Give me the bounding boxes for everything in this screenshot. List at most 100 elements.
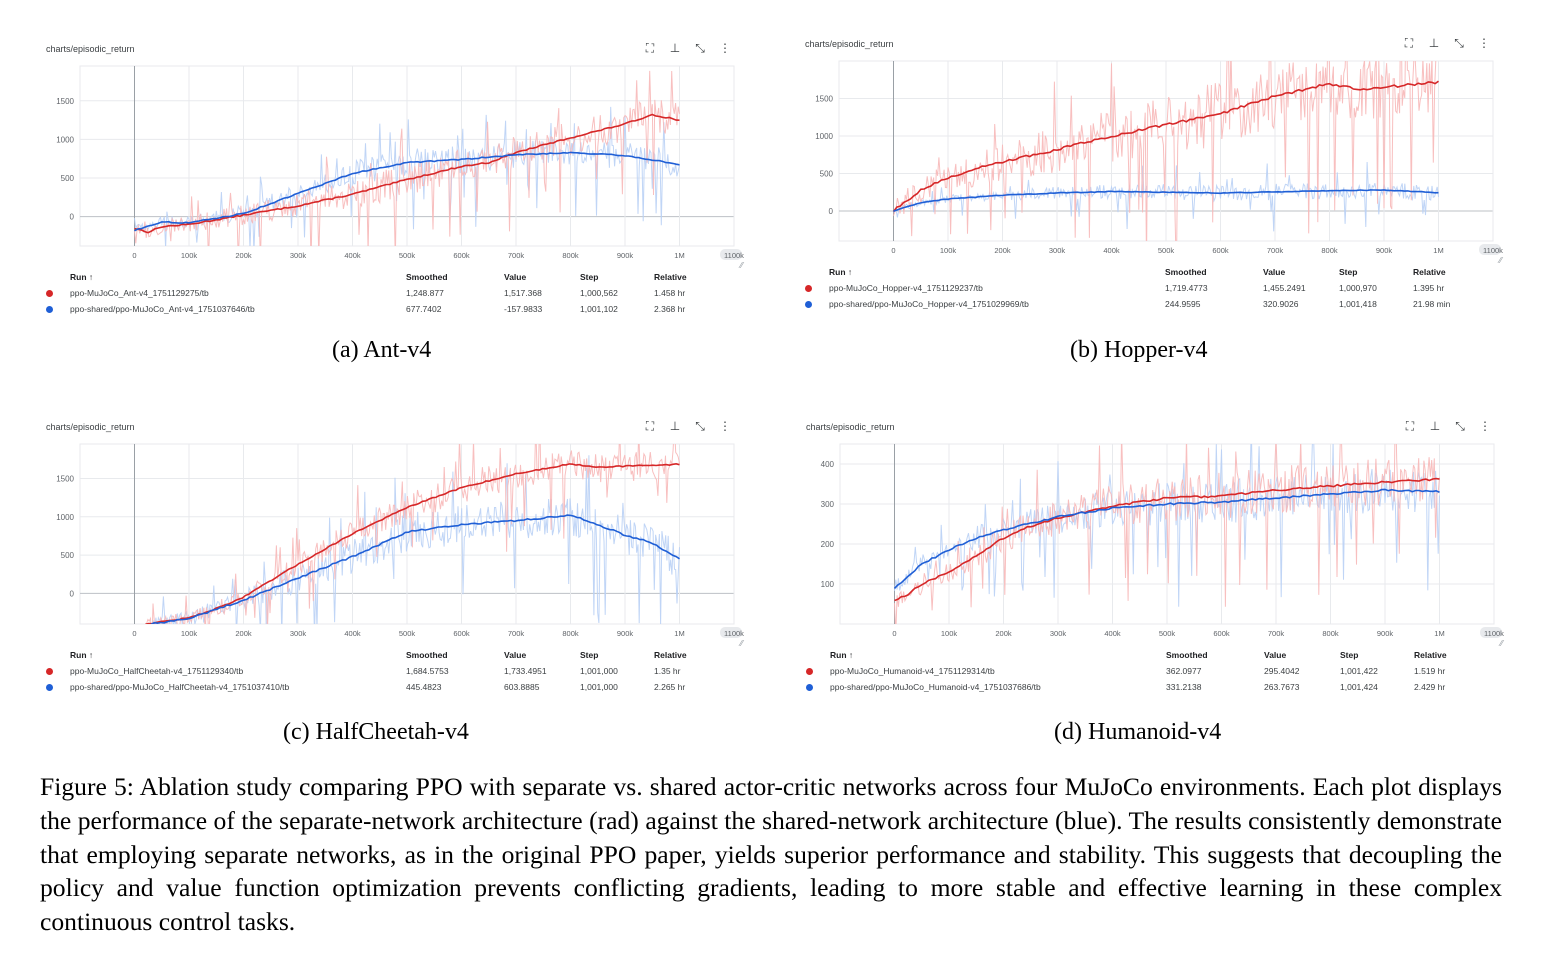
- x-tick-label: 600k: [1213, 629, 1230, 638]
- run-relative: 2.429 hr: [1414, 682, 1446, 692]
- pin-icon[interactable]: ⊥: [669, 419, 681, 433]
- chart-panel-ant: charts/episodic_return ⛶ ⊥ ⤡ ⋮ 0 500 1000 1500 0 1…: [46, 41, 766, 364]
- run-relative: 1.519 hr: [1414, 666, 1446, 676]
- x-tick-label: 1100k: [724, 629, 744, 638]
- column-header-run[interactable]: Run ↑: [829, 267, 853, 277]
- run-row[interactable]: ppo-MuJoCo_HalfCheetah-v4_1751129340/tb 1…: [46, 666, 746, 680]
- column-header-step: Step: [1339, 267, 1358, 277]
- run-relative: 21.98 min: [1413, 299, 1451, 309]
- x-tick-pill: [1480, 627, 1502, 638]
- run-row[interactable]: ppo-MuJoCo_Humanoid-v4_1751129314/tb 362.…: [806, 666, 1506, 680]
- y-tick-label: 500: [61, 551, 75, 560]
- more-vert-icon[interactable]: ⋮: [719, 41, 731, 55]
- column-header-step: Step: [1340, 650, 1359, 660]
- fullscreen-icon[interactable]: ⛶: [1405, 418, 1415, 433]
- collapse-icon[interactable]: ⤡: [695, 418, 705, 433]
- runs-table-header: Run ↑ Smoothed Value Step Relative: [806, 650, 1506, 664]
- smoothed-traces: [892, 80, 1439, 213]
- smoothed-traces: [134, 113, 680, 234]
- run-color-dot: [46, 668, 53, 675]
- smoothed-series-separate: [134, 113, 680, 234]
- x-tick-label: 700k: [508, 251, 525, 260]
- run-smoothed: 244.9595: [1165, 299, 1201, 309]
- column-header-relative: Relative: [1414, 650, 1447, 660]
- collapse-icon[interactable]: ⤡: [1455, 418, 1465, 433]
- resize-handle-icon[interactable]: ⁄⁄: [1497, 256, 1503, 265]
- y-tick-label: 200: [821, 540, 835, 549]
- run-color-dot: [805, 285, 812, 292]
- run-color-dot: [46, 306, 53, 313]
- run-row[interactable]: ppo-shared/ppo-MuJoCo_HalfCheetah-v4_175…: [46, 682, 746, 696]
- smoothed-traces: [893, 477, 1440, 602]
- run-name: ppo-shared/ppo-MuJoCo_Hopper-v4_17510299…: [829, 299, 1029, 309]
- x-tick-label: 700k: [1268, 629, 1285, 638]
- y-tick-label: 0: [70, 213, 75, 222]
- resize-handle-icon[interactable]: ⁄⁄: [738, 639, 744, 648]
- run-name: ppo-MuJoCo_Humanoid-v4_1751129314/tb: [830, 666, 995, 676]
- more-vert-icon[interactable]: ⋮: [719, 419, 731, 433]
- x-tick-label: 200k: [235, 251, 252, 260]
- run-row[interactable]: ppo-MuJoCo_Hopper-v4_1751129237/tb 1,719.…: [805, 283, 1505, 297]
- raw-series-shared: [152, 455, 680, 624]
- run-value: 603.8885: [504, 682, 540, 692]
- fullscreen-icon[interactable]: ⛶: [1404, 35, 1414, 50]
- run-step: 1,000,562: [580, 288, 618, 298]
- runs-table: Run ↑ Smoothed Value Step Relative ppo-MuJoCo…: [806, 650, 1506, 710]
- column-header-relative: Relative: [654, 650, 687, 660]
- x-tick-label: 900k: [617, 629, 634, 638]
- run-name: ppo-MuJoCo_Hopper-v4_1751129237/tb: [829, 283, 983, 293]
- y-tick-label: 500: [820, 170, 834, 179]
- pin-icon[interactable]: ⊥: [1428, 36, 1440, 50]
- run-row[interactable]: ppo-shared/ppo-MuJoCo_Humanoid-v4_175103…: [806, 682, 1506, 696]
- runs-table-header: Run ↑ Smoothed Value Step Relative: [805, 267, 1505, 281]
- y-tick-label: 300: [821, 500, 835, 509]
- column-header-run[interactable]: Run ↑: [70, 650, 94, 660]
- raw-traces: [145, 444, 680, 624]
- run-relative: 2.265 hr: [654, 682, 686, 692]
- resize-handle-icon[interactable]: ⁄⁄: [1498, 639, 1504, 648]
- fullscreen-icon[interactable]: ⛶: [645, 418, 655, 433]
- pin-icon[interactable]: ⊥: [669, 41, 681, 55]
- chart-title: charts/episodic_return: [46, 44, 135, 54]
- x-tick-pill: [720, 627, 742, 638]
- plot-area: 100 200 300 400 0 100k 200k 300k 400k 500k 600k 700…: [821, 443, 1504, 648]
- runs-table: Run ↑ Smoothed Value Step Relative ppo-MuJoCo…: [46, 272, 746, 332]
- x-tick-label: 400k: [1103, 246, 1120, 255]
- run-name: ppo-shared/ppo-MuJoCo_HalfCheetah-v4_175…: [70, 682, 290, 692]
- runs-table-header: Run ↑ Smoothed Value Step Relative: [46, 272, 746, 286]
- fullscreen-icon[interactable]: ⛶: [645, 40, 655, 55]
- run-relative: 2.368 hr: [654, 304, 686, 314]
- pin-icon[interactable]: ⊥: [1429, 419, 1441, 433]
- column-header-value: Value: [1263, 267, 1286, 277]
- smoothed-series-separate: [145, 462, 680, 624]
- x-tick-label: 1100k: [1483, 246, 1503, 255]
- chart-toolbar: ⛶ ⊥ ⤡ ⋮: [1401, 35, 1492, 51]
- x-tick-label: 1M: [674, 629, 684, 638]
- run-row[interactable]: ppo-shared/ppo-MuJoCo_Hopper-v4_17510299…: [805, 299, 1505, 313]
- run-row[interactable]: ppo-shared/ppo-MuJoCo_Ant-v4_1751037646/…: [46, 304, 746, 318]
- collapse-icon[interactable]: ⤡: [1454, 35, 1464, 50]
- chart-toolbar: ⛶ ⊥ ⤡ ⋮: [642, 418, 733, 434]
- x-tick-label: 900k: [1376, 246, 1393, 255]
- x-tick-label: 300k: [1050, 629, 1067, 638]
- resize-handle-icon[interactable]: ⁄⁄: [738, 261, 744, 270]
- column-header-smoothed: Smoothed: [1165, 267, 1207, 277]
- more-vert-icon[interactable]: ⋮: [1479, 419, 1491, 433]
- smoothed-series-shared: [893, 189, 1439, 212]
- run-row[interactable]: ppo-MuJoCo_Ant-v4_1751129275/tb 1,248.877…: [46, 288, 746, 302]
- x-tick-label: 600k: [1212, 246, 1229, 255]
- x-tick-label: 600k: [453, 251, 470, 260]
- column-header-run[interactable]: Run ↑: [70, 272, 94, 282]
- run-color-dot: [805, 301, 812, 308]
- x-tick-label: 400k: [1104, 629, 1121, 638]
- collapse-icon[interactable]: ⤡: [695, 40, 705, 55]
- runs-table: Run ↑ Smoothed Value Step Relative ppo-MuJoCo…: [805, 267, 1505, 327]
- run-step: 1,001,000: [580, 682, 618, 692]
- run-value: 1,517.368: [504, 288, 542, 298]
- run-smoothed: 1,248.877: [406, 288, 444, 298]
- more-vert-icon[interactable]: ⋮: [1478, 36, 1490, 50]
- column-header-step: Step: [580, 650, 599, 660]
- x-tick-label: 0: [891, 246, 895, 255]
- subcaption-a: (a) Ant-v4: [332, 337, 432, 363]
- column-header-run[interactable]: Run ↑: [830, 650, 854, 660]
